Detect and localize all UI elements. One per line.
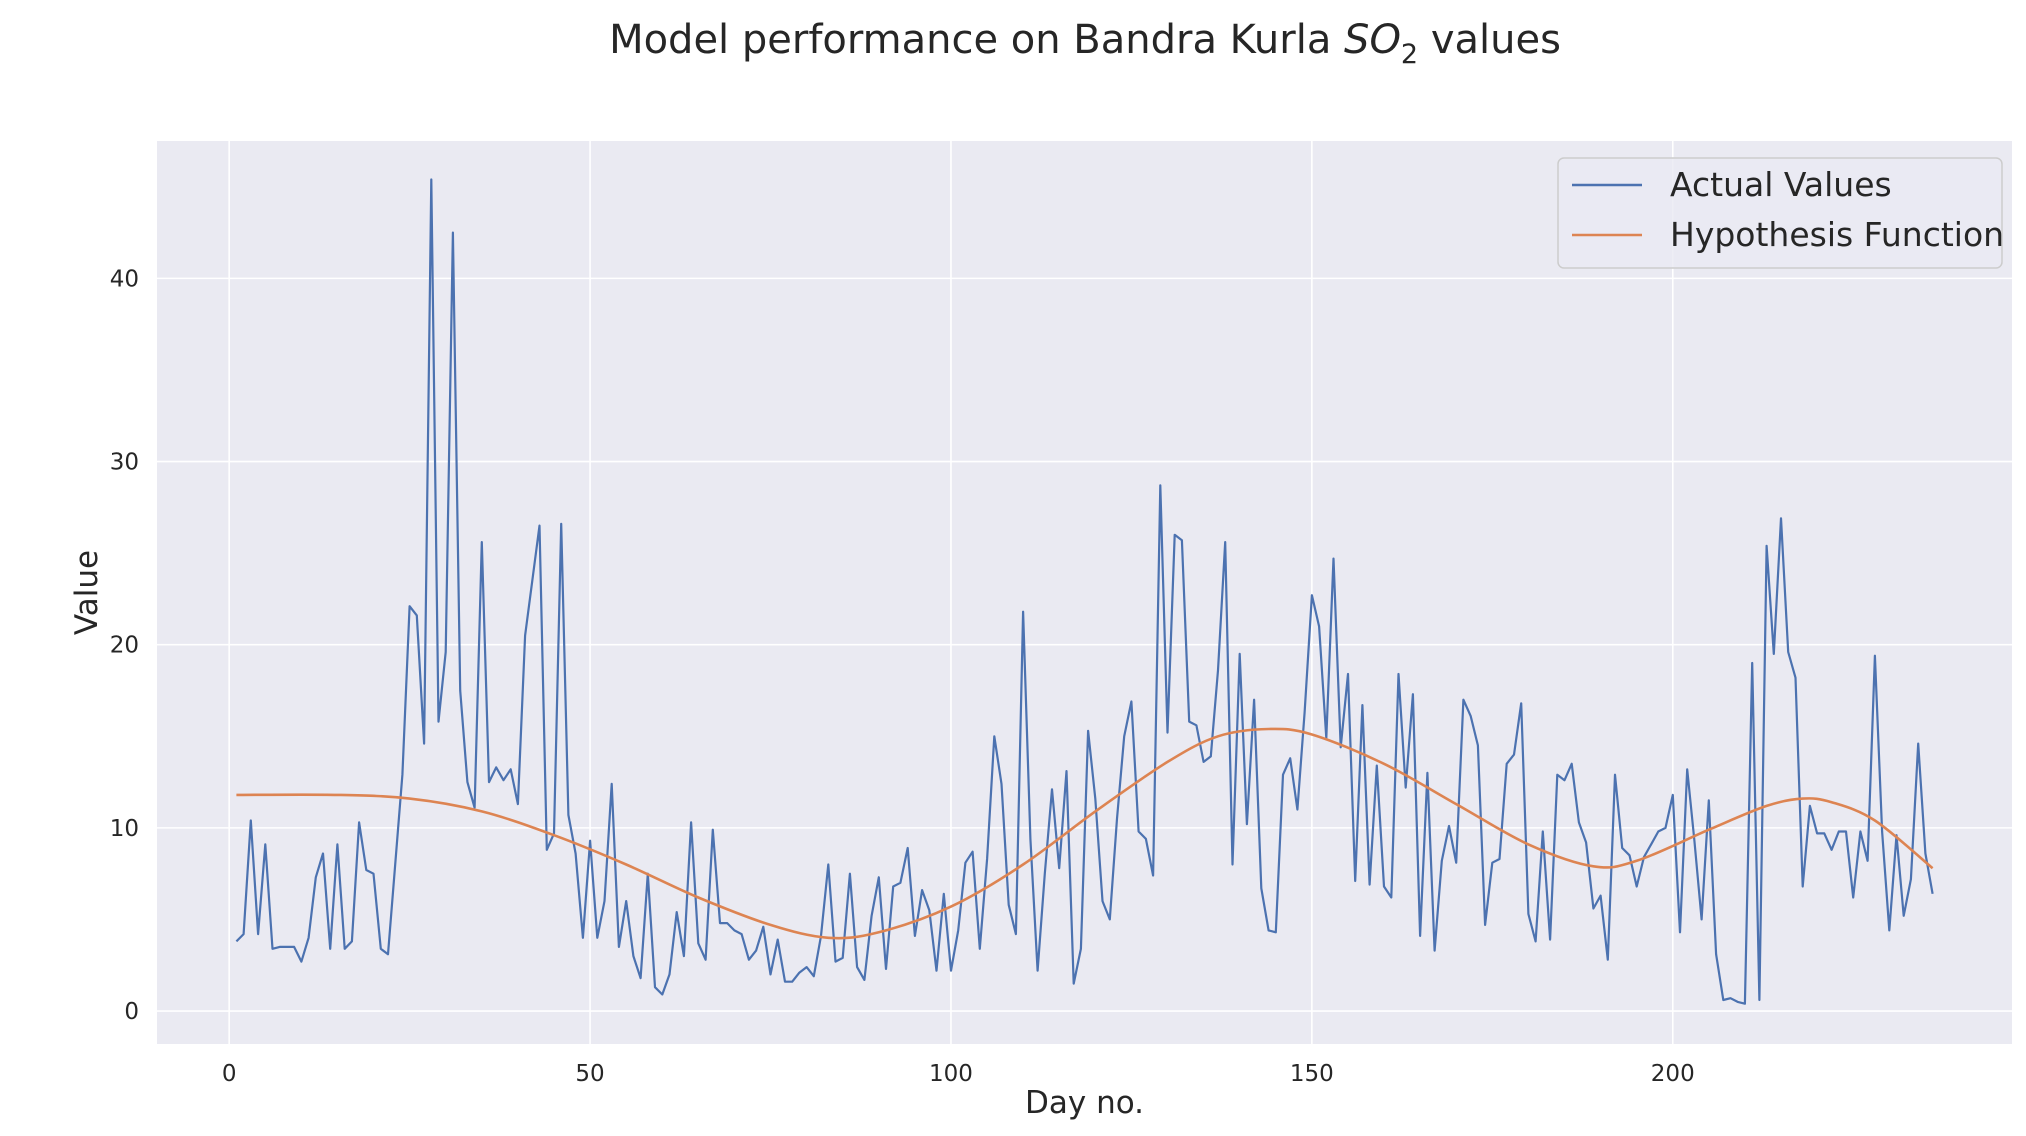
series-line-hypothesis-function (236, 727, 1934, 940)
chart-title: Model performance on Bandra Kurla SO2 va… (609, 17, 1561, 70)
x-tick-label: 150 (1290, 1061, 1334, 1087)
legend-label-hypothesis-function: Hypothesis Function (1670, 215, 2004, 254)
title-chem-base: SO (1344, 17, 1401, 63)
y-tick-label: 30 (110, 450, 139, 476)
title-chem-subscript: 2 (1401, 39, 1418, 70)
legend-label-actual-values: Actual Values (1670, 165, 1892, 204)
x-tick-label: 50 (575, 1061, 604, 1087)
x-tick-label: 100 (929, 1061, 973, 1087)
x-tick-label: 200 (1651, 1061, 1695, 1087)
series-line-actual-values (235, 178, 1934, 1005)
legend-frame (1557, 157, 2003, 269)
y-tick-label: 20 (110, 633, 139, 659)
y-tick-label: 10 (110, 816, 139, 842)
plot-area (157, 141, 2012, 1044)
legend: Actual Values Hypothesis Function (1557, 157, 2004, 269)
gridlines (157, 141, 2012, 1044)
x-tick-label: 0 (222, 1061, 237, 1087)
series-lines (235, 178, 1934, 1005)
tick-labels: 0 50 100 150 200 0 10 20 30 40 (110, 266, 1695, 1087)
y-axis-label: Value (69, 550, 105, 635)
y-tick-label: 40 (110, 266, 139, 292)
title-suffix: values (1418, 17, 1561, 63)
x-axis-label: Day no. (1025, 1085, 1144, 1121)
y-tick-label: 0 (124, 999, 139, 1025)
title-prefix: Model performance on Bandra Kurla (609, 17, 1344, 63)
